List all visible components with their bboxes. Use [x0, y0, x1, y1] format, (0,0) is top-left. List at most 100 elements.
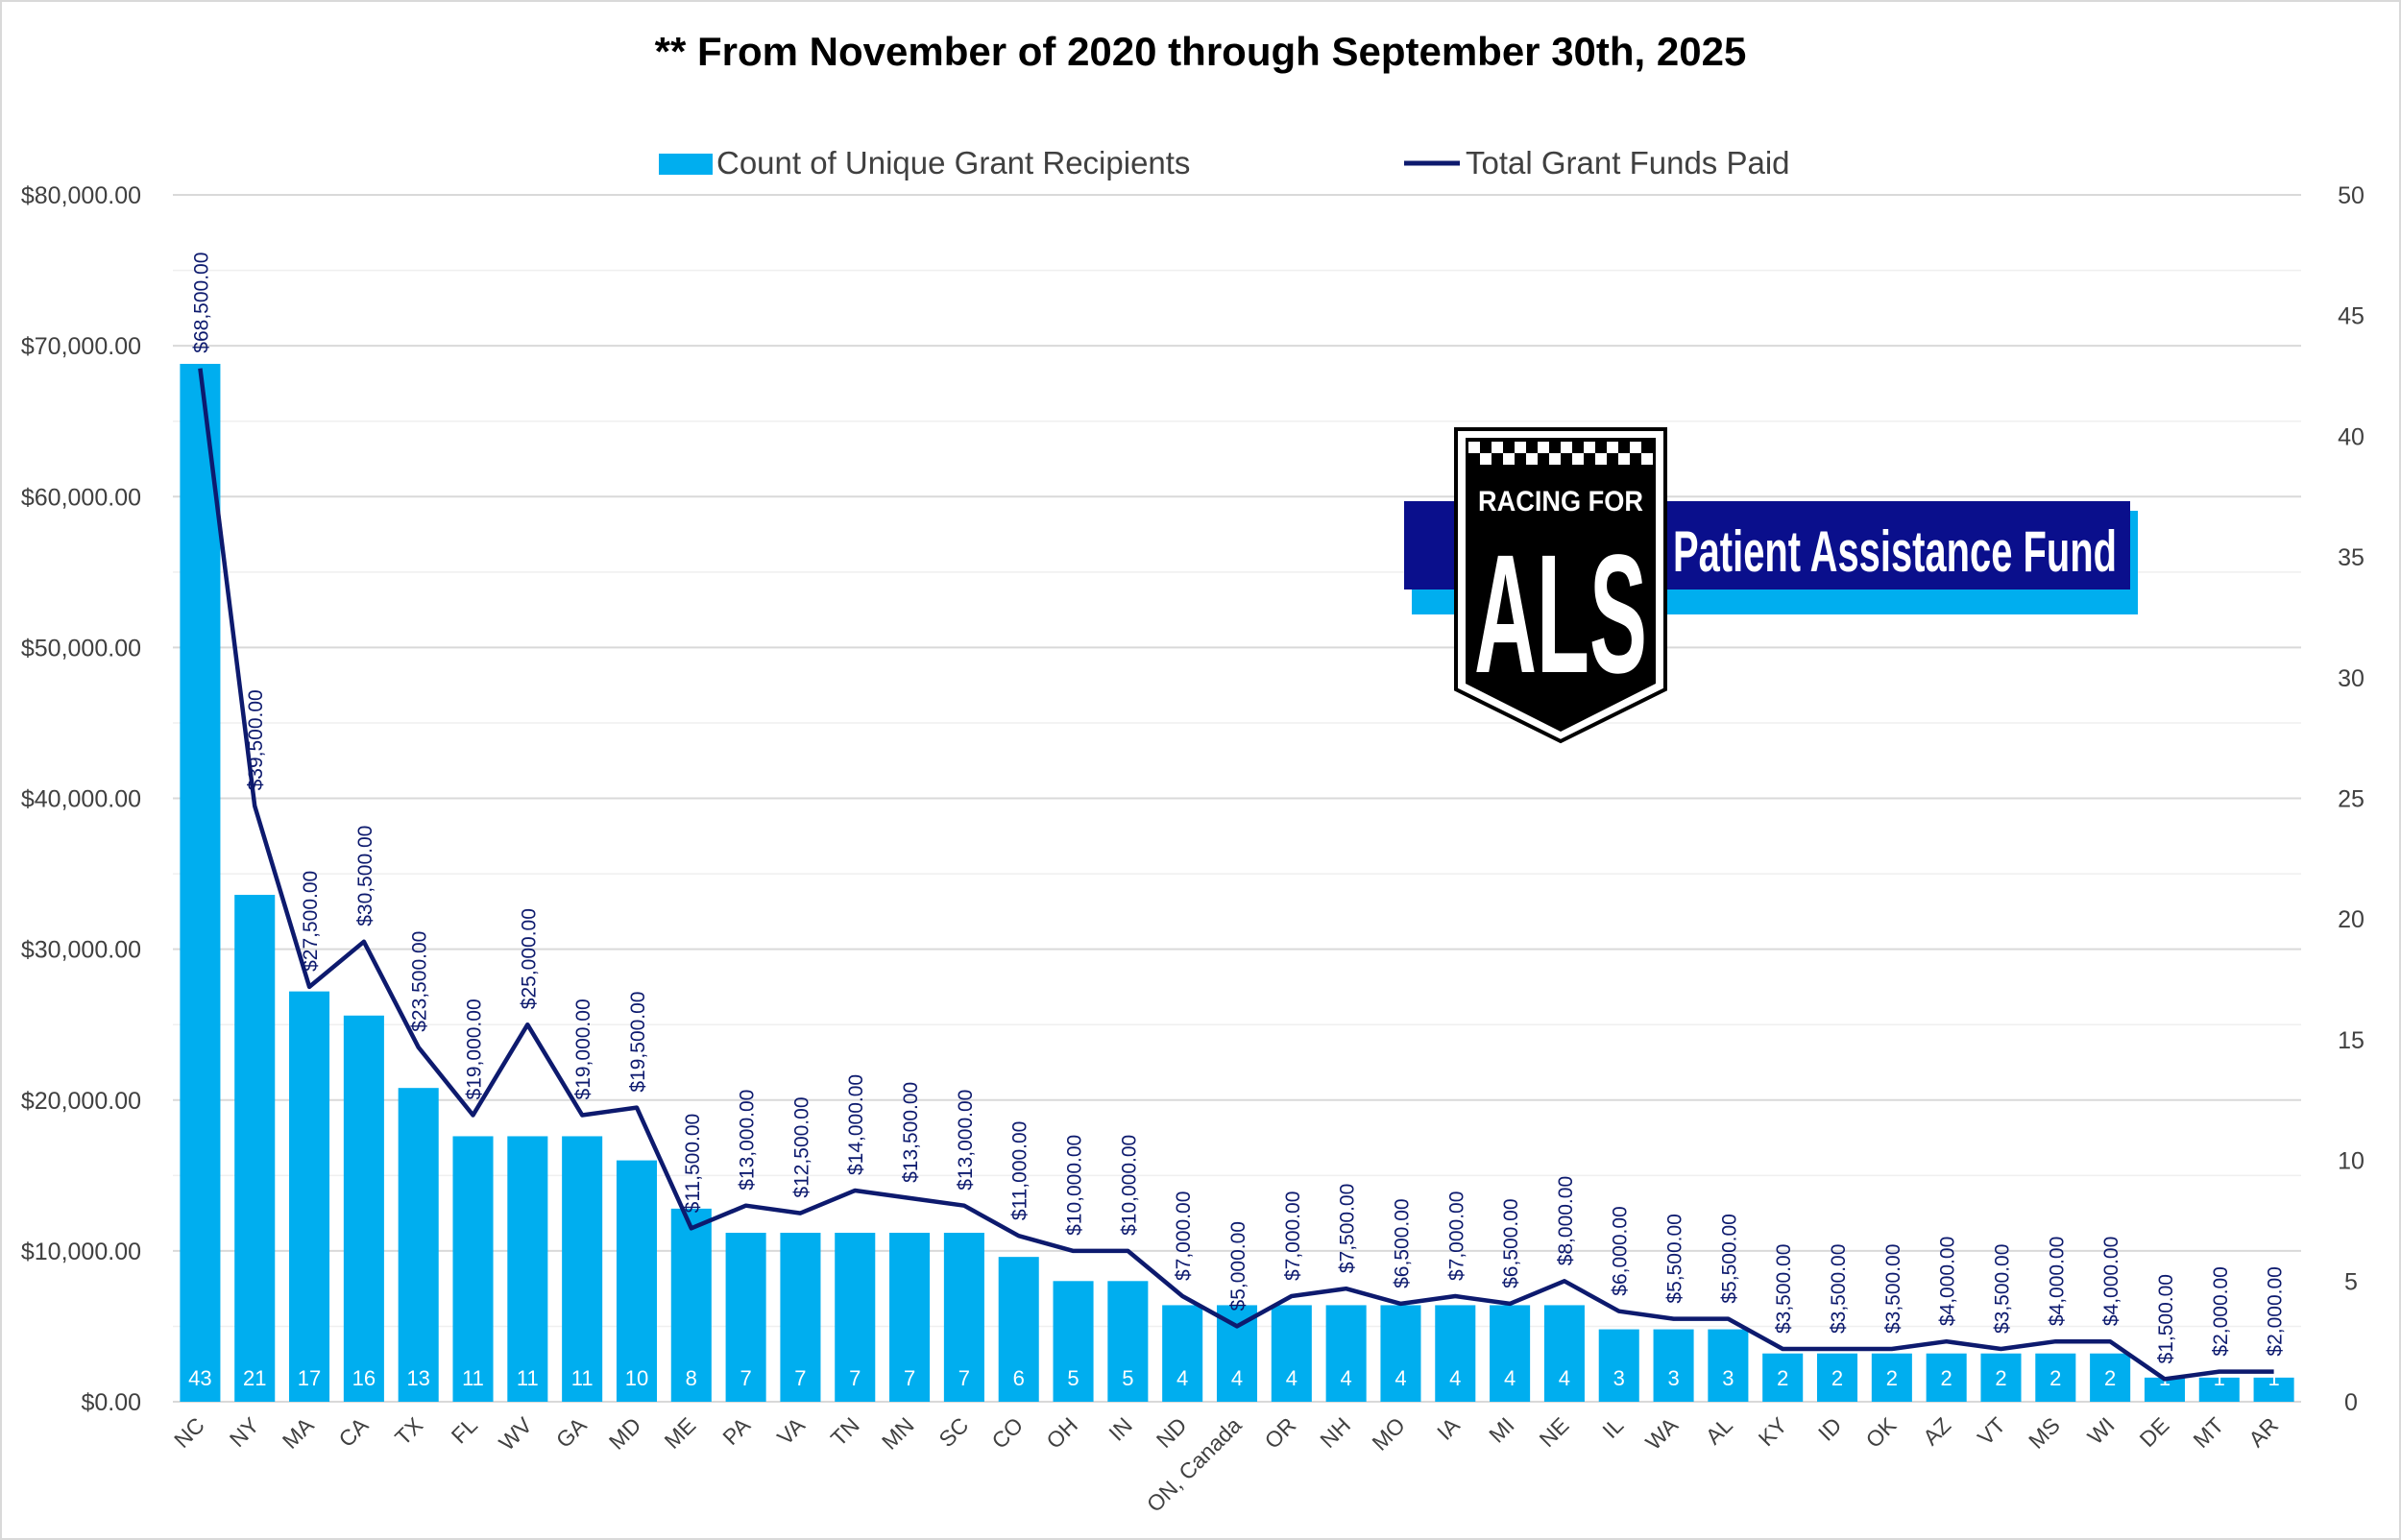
y-right-tick-label: 5	[2344, 1268, 2358, 1295]
line-data-label: $30,500.00	[354, 826, 376, 926]
bar-data-label: 8	[686, 1366, 697, 1390]
shield	[1466, 438, 1656, 732]
checker-square	[1549, 453, 1561, 465]
legend-bar-label: Count of Unique Grant Recipients	[716, 145, 1190, 180]
bar-data-label: 7	[958, 1366, 970, 1390]
line-path	[198, 368, 2274, 1382]
y-right-tick-label: 20	[2338, 906, 2365, 933]
y-right-tick-label: 40	[2338, 423, 2365, 450]
logo: Patient Assistance Fund RACING FOR ALS	[1404, 427, 2138, 744]
left-axis: $0.00 $10,000.00 $20,000.00 $30,000.00 $40,0…	[21, 182, 141, 1416]
bar	[1435, 1305, 1476, 1402]
y-right-tick-label: 0	[2344, 1389, 2358, 1416]
bar-data-label: 4	[1449, 1366, 1461, 1390]
y-left-tick-label: $30,000.00	[21, 937, 141, 964]
y-left-tick-label: $40,000.00	[21, 786, 141, 813]
bar-data-label: 3	[1722, 1366, 1734, 1390]
line-data-label: $7,000.00	[1173, 1191, 1195, 1281]
checker-square	[1595, 453, 1607, 465]
checker-square	[1607, 442, 1618, 453]
line-data-label: $1,500.00	[2155, 1274, 2177, 1363]
checker-square	[1515, 442, 1526, 453]
line-data-label: $4,000.00	[2100, 1237, 2122, 1326]
bar	[398, 1088, 439, 1402]
bar-data-label: 4	[1231, 1366, 1243, 1390]
legend-bar-swatch	[659, 154, 713, 175]
bar-data-label: 11	[462, 1366, 484, 1390]
line-data-label: $10,000.00	[1064, 1135, 1086, 1236]
y-right-tick-label: 45	[2338, 303, 2365, 330]
line-data-label: $11,500.00	[682, 1114, 704, 1214]
y-right-tick-label: 50	[2338, 182, 2365, 209]
checker-square	[1492, 442, 1503, 453]
checkered-flag-icon	[1468, 442, 1653, 465]
line-data-label: $2,000.00	[2265, 1266, 2287, 1356]
bar	[1053, 1281, 1094, 1402]
checker-square	[1503, 453, 1515, 465]
bar-data-label: 2	[1777, 1366, 1788, 1390]
line-data-label: $7,500.00	[1337, 1184, 1359, 1273]
bar	[943, 1233, 984, 1402]
bar	[1598, 1329, 1639, 1402]
legend-line-label: Total Grant Funds Paid	[1466, 145, 1790, 180]
right-axis: 0 5 10 15 20 25 30 35 40 45 50	[2338, 182, 2365, 1416]
y-right-tick-label: 35	[2338, 544, 2365, 571]
line-data-label: $5,000.00	[1227, 1221, 1249, 1311]
y-left-tick-label: $10,000.00	[21, 1239, 141, 1265]
checker-square	[1526, 453, 1538, 465]
logo-banner-text: Patient Assistance Fund	[1673, 519, 2117, 584]
line-data-label: $23,500.00	[409, 931, 431, 1032]
bar-data-label: 6	[1013, 1366, 1025, 1390]
bar	[180, 363, 221, 1403]
line-data-label: $14,000.00	[845, 1074, 867, 1175]
bar	[289, 991, 330, 1402]
bar	[616, 1160, 657, 1402]
bar-data-label: 2	[2104, 1366, 2116, 1390]
line-data-label: $11,000.00	[1009, 1121, 1031, 1221]
bar	[1490, 1305, 1531, 1402]
y-left-tick-label: $70,000.00	[21, 333, 141, 360]
bar-data-label: 4	[1176, 1366, 1188, 1390]
y-left-tick-label: $50,000.00	[21, 635, 141, 662]
line-data-label: $6,500.00	[1391, 1198, 1413, 1287]
line-data-label: $27,500.00	[300, 871, 322, 972]
bar-data-label: 10	[625, 1366, 648, 1390]
bar-data-label: 3	[1667, 1366, 1679, 1390]
bar-data-label: 4	[1286, 1366, 1298, 1390]
bar-data-label: 2	[1886, 1366, 1898, 1390]
bar	[452, 1136, 494, 1402]
bar-data-label: 11	[571, 1366, 594, 1390]
checker-square	[1618, 453, 1630, 465]
checker-square	[1538, 442, 1549, 453]
line-data-label: $12,500.00	[790, 1096, 812, 1197]
bar	[1653, 1329, 1694, 1402]
bar-data-label: 2	[1995, 1366, 2006, 1390]
bar-data-label: 7	[849, 1366, 861, 1390]
line-data-label: $3,500.00	[1991, 1244, 2013, 1334]
y-left-tick-label: $0.00	[81, 1389, 141, 1416]
line-data-label: $4,000.00	[1937, 1237, 1959, 1326]
bar-data-label: 4	[1341, 1366, 1352, 1390]
bar	[835, 1233, 876, 1402]
line-data-label: $7,000.00	[1445, 1191, 1467, 1281]
checker-square	[1468, 442, 1480, 453]
bar	[1762, 1353, 1804, 1402]
y-right-tick-label: 15	[2338, 1027, 2365, 1054]
line-data-label: $19,000.00	[572, 999, 594, 1099]
bar-data-label: 3	[1613, 1366, 1625, 1390]
bar-data-label: 5	[1067, 1366, 1079, 1390]
line-data-labels: $68,500.00 $39,500.00 $27,500.00 $30,500.00…	[190, 253, 2286, 1364]
bar-data-label: 4	[1559, 1366, 1570, 1390]
line-data-label: $6,500.00	[1500, 1198, 1522, 1287]
bar	[2253, 1377, 2294, 1402]
chart-title: ** From November of 2020 through Septemb…	[655, 29, 1747, 74]
bar-data-label: 2	[1831, 1366, 1843, 1390]
bar-data-labels: 43 21 17 16 13 11 11 11 10 8 7 7 7 7 7 6 5 5 4 4 4 4 4 4 4 4 3 3 3 2 2…	[188, 1366, 2280, 1390]
line-data-label: $19,000.00	[464, 999, 486, 1099]
bar	[1871, 1353, 1912, 1402]
bar	[1380, 1305, 1421, 1402]
bar-data-label: 7	[904, 1366, 915, 1390]
checker-square	[1561, 442, 1572, 453]
bar	[2090, 1353, 2131, 1402]
bar-data-label: 7	[740, 1366, 751, 1390]
